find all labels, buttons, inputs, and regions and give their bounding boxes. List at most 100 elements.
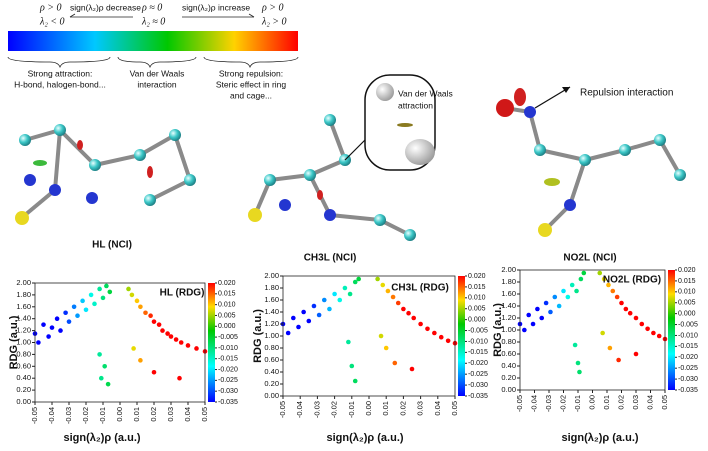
- x-tick-label: -0.03: [544, 395, 553, 412]
- x-tick-label: 0.00: [587, 395, 596, 410]
- colorbar-tick-label: 0.010: [678, 289, 696, 296]
- point: [92, 301, 97, 307]
- legend-text: ρ > 0: [261, 2, 284, 13]
- bond: [24, 128, 61, 142]
- y-tick-label: 2.00: [264, 271, 279, 280]
- point: [327, 306, 332, 312]
- nci-surface: [397, 123, 413, 127]
- x-tick-label: -0.05: [278, 401, 287, 418]
- point: [102, 364, 107, 369]
- point: [548, 309, 553, 315]
- x-tick-label: 0.01: [132, 407, 141, 422]
- atom: [534, 144, 546, 156]
- nci-surface: [317, 190, 323, 200]
- bond: [173, 134, 192, 181]
- atom: [496, 99, 514, 117]
- y-tick-label: 0.80: [264, 343, 279, 352]
- legend-bar: ρ > 0 λ₂ < 0 sign(λ₂)ρ decrease ρ ≈ 0 λ₂…: [7, 2, 299, 100]
- x-tick-label: 0.00: [364, 401, 373, 416]
- y-axis-label: RDG (a.u.): [492, 303, 504, 357]
- point: [349, 363, 355, 369]
- point: [395, 300, 401, 306]
- legend-text: sign(λ₂)ρ decrease: [70, 2, 141, 12]
- point: [352, 279, 358, 285]
- atom: [404, 229, 416, 241]
- colorbar-tick-label: 0.005: [678, 300, 696, 307]
- atom: [524, 106, 536, 118]
- point: [80, 298, 85, 304]
- point: [66, 319, 72, 324]
- y-tick-label: 1.60: [501, 289, 516, 298]
- y-tick-label: 0.20: [16, 385, 31, 394]
- legend-text: ρ ≈ 0: [141, 2, 162, 13]
- scatter-chart: 0.00 0.20 0.40 0.60 0.80 1.00 1.20 1.40 1.60 1.80…: [492, 265, 698, 444]
- x-tick-label: 0.02: [616, 395, 625, 410]
- x-tick-label: 0.01: [381, 401, 390, 416]
- bond: [528, 111, 542, 151]
- y-tick-label: 0.00: [264, 391, 279, 400]
- point: [601, 276, 607, 282]
- legend-text: interaction: [137, 79, 176, 89]
- atom: [654, 134, 666, 146]
- atom: [674, 169, 686, 181]
- point: [606, 282, 611, 288]
- legend-text: Van der Waals: [130, 68, 185, 78]
- colorbar-tick-label: -0.015: [468, 349, 488, 356]
- point: [100, 295, 106, 301]
- y-tick-label: 1.20: [16, 326, 31, 335]
- point: [311, 303, 317, 309]
- colorbar-tick-label: 0.005: [468, 306, 486, 313]
- atom: [248, 208, 262, 222]
- point: [138, 358, 143, 363]
- y-tick-label: 0.60: [264, 355, 279, 364]
- point: [645, 326, 650, 332]
- molecule-hl: HL (NCI): [15, 124, 196, 251]
- colorbar-tick-label: -0.020: [468, 360, 488, 367]
- point: [301, 309, 306, 315]
- legend-text: H-bond, halogen-bond...: [14, 79, 106, 89]
- point: [411, 315, 417, 321]
- point: [185, 343, 191, 348]
- point: [418, 321, 423, 327]
- point: [337, 297, 343, 303]
- point: [543, 300, 549, 306]
- colorbar-tick-label: -0.030: [468, 382, 488, 389]
- colorbar-tick-label: -0.005: [468, 327, 488, 334]
- y-axis-label: RDG (a.u.): [8, 315, 20, 369]
- chart-title: NO2L (RDG): [603, 275, 661, 286]
- y-tick-label: 1.40: [16, 314, 31, 323]
- x-axis-label: sign(λ₂)ρ (a.u.): [326, 432, 403, 444]
- point: [99, 375, 104, 381]
- connector: [344, 139, 366, 161]
- color-scale: [8, 31, 298, 51]
- colorbar-tick-label: -0.010: [468, 338, 488, 345]
- bond: [329, 213, 381, 222]
- bond: [328, 119, 347, 161]
- legend-text: λ₂ ≈ 0: [141, 16, 165, 27]
- point: [148, 313, 153, 319]
- x-tick-label: 0.02: [398, 401, 407, 416]
- point: [392, 360, 398, 366]
- y-tick-label: 0.80: [501, 337, 516, 346]
- point: [651, 330, 656, 336]
- legend-text: Strong attraction:: [28, 68, 93, 78]
- point: [530, 321, 536, 327]
- point: [390, 294, 396, 300]
- x-tick-label: -0.04: [295, 401, 304, 418]
- brace: [7, 56, 111, 69]
- point: [75, 313, 80, 319]
- x-tick-label: -0.03: [312, 401, 321, 418]
- point: [352, 378, 358, 384]
- point: [321, 297, 327, 303]
- y-tick-label: 1.80: [16, 290, 31, 299]
- atom: [324, 209, 336, 221]
- point: [54, 316, 60, 322]
- bond: [139, 133, 176, 157]
- point: [633, 315, 639, 321]
- atom: [538, 223, 552, 237]
- point: [49, 325, 55, 330]
- point: [623, 306, 629, 312]
- x-tick-label: 0.03: [166, 407, 175, 422]
- atom: [19, 134, 31, 146]
